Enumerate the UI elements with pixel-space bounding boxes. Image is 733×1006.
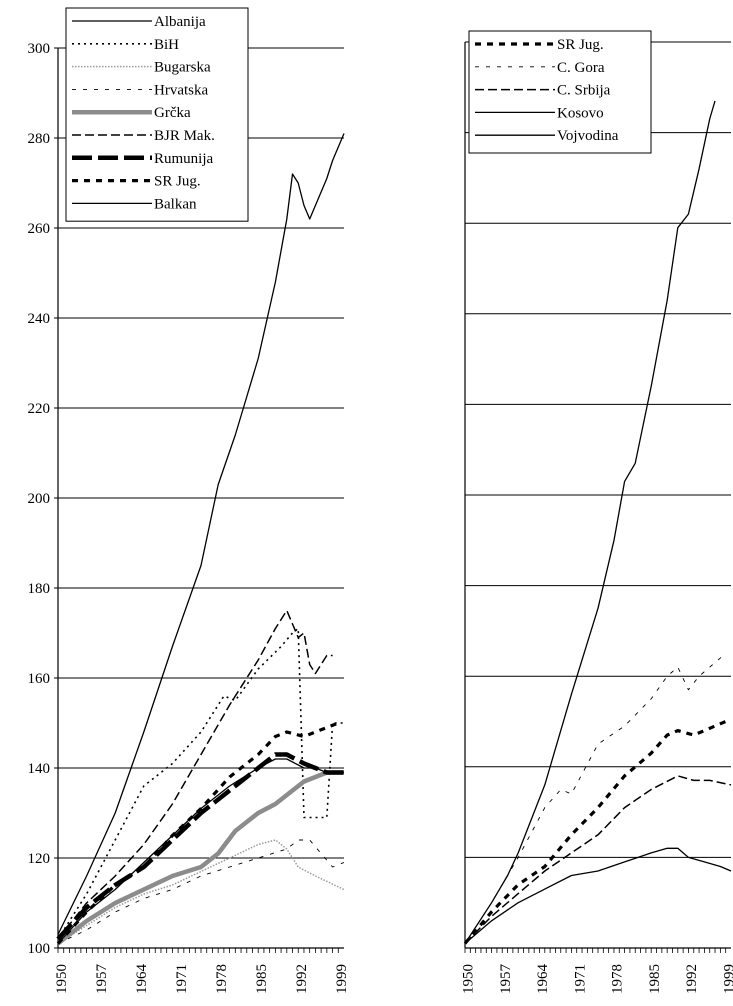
x-tick-label: 1992: [294, 964, 310, 994]
series-line-c-gora: [464, 653, 726, 944]
x-tick-label: 1957: [498, 964, 514, 995]
series-line-sr-jug-: [463, 720, 727, 945]
y-tick-label: 100: [28, 941, 51, 957]
series-line-balkan: [57, 758, 344, 944]
x-tick-label: 1999: [721, 964, 733, 994]
series-line-c-srbija: [464, 775, 732, 945]
y-tick-label: 220: [28, 401, 51, 417]
x-tick-label: 1978: [214, 964, 230, 994]
legend-label: SR Jug.: [557, 37, 604, 53]
x-tick-label: 1971: [572, 964, 588, 994]
y-tick-label: 120: [28, 851, 51, 867]
legend-label: Kosovo: [557, 105, 604, 121]
x-tick-label: 1978: [610, 964, 626, 994]
x-tick-label: 1950: [461, 964, 477, 994]
legend-label: Bugarska: [154, 60, 211, 76]
y-tick-label: 300: [28, 41, 51, 57]
legend: SR Jug. C. Gora C. Srbija Kosovo Vojvodina: [468, 30, 652, 154]
y-tick-label: 160: [28, 671, 51, 687]
legend-label: Albanija: [154, 14, 206, 30]
chart-left: 100 120 140 160 180 200 220 240 260 280 300 1950 195…: [28, 7, 350, 995]
series-line-albanija: [57, 133, 345, 935]
series-line-gr-ka: [56, 770, 344, 946]
legend-label: SR Jug.: [154, 174, 201, 190]
legend-label: Rumunija: [154, 151, 214, 167]
legend-label: BJR Mak.: [154, 128, 215, 144]
x-tick-label: 1992: [684, 964, 700, 994]
y-tick-label: 140: [28, 761, 51, 777]
series-line-bugarska: [57, 839, 345, 945]
legend-label: Hrvatska: [154, 82, 208, 98]
y-tick-label: 240: [28, 311, 51, 327]
series-line-kosovo: [464, 100, 716, 944]
series-line-hrvatska: [57, 839, 345, 944]
y-tick-label: 200: [28, 491, 51, 507]
legend-label: C. Srbija: [557, 83, 611, 99]
y-tick-label: 260: [28, 221, 51, 237]
series-line-bih: [57, 627, 344, 940]
y-tick-label: 180: [28, 581, 51, 597]
series-line-bjr-mak-: [57, 609, 333, 940]
chart-right: 1950 1957 1964 1971 1978 1985 1992 1999 SR Jug. C…: [461, 30, 733, 995]
y-tick-label: 280: [28, 131, 51, 147]
legend-label: C. Gora: [557, 60, 605, 76]
x-tick-label: 1985: [254, 964, 270, 994]
x-tick-label: 1964: [134, 964, 150, 995]
x-tick-label: 1985: [647, 964, 663, 994]
legend-label: Vojvodina: [557, 128, 619, 144]
legend: Albanija BiH Bugarska Hrvatska Grčka BJR Mak.…: [65, 7, 249, 222]
x-tick-label: 1971: [174, 964, 190, 994]
series-line-sr-jug-: [56, 721, 339, 945]
legend-box: [468, 30, 652, 154]
x-tick-label: 1950: [54, 964, 70, 994]
x-tick-label: 1999: [334, 964, 350, 994]
legend-label: BiH: [154, 37, 179, 53]
x-tick-label: 1964: [535, 964, 551, 995]
series-line-vojvodina: [464, 847, 732, 944]
legend-label: Balkan: [154, 196, 197, 212]
x-tick-label: 1957: [94, 964, 110, 995]
legend-label: Grčka: [154, 105, 191, 121]
